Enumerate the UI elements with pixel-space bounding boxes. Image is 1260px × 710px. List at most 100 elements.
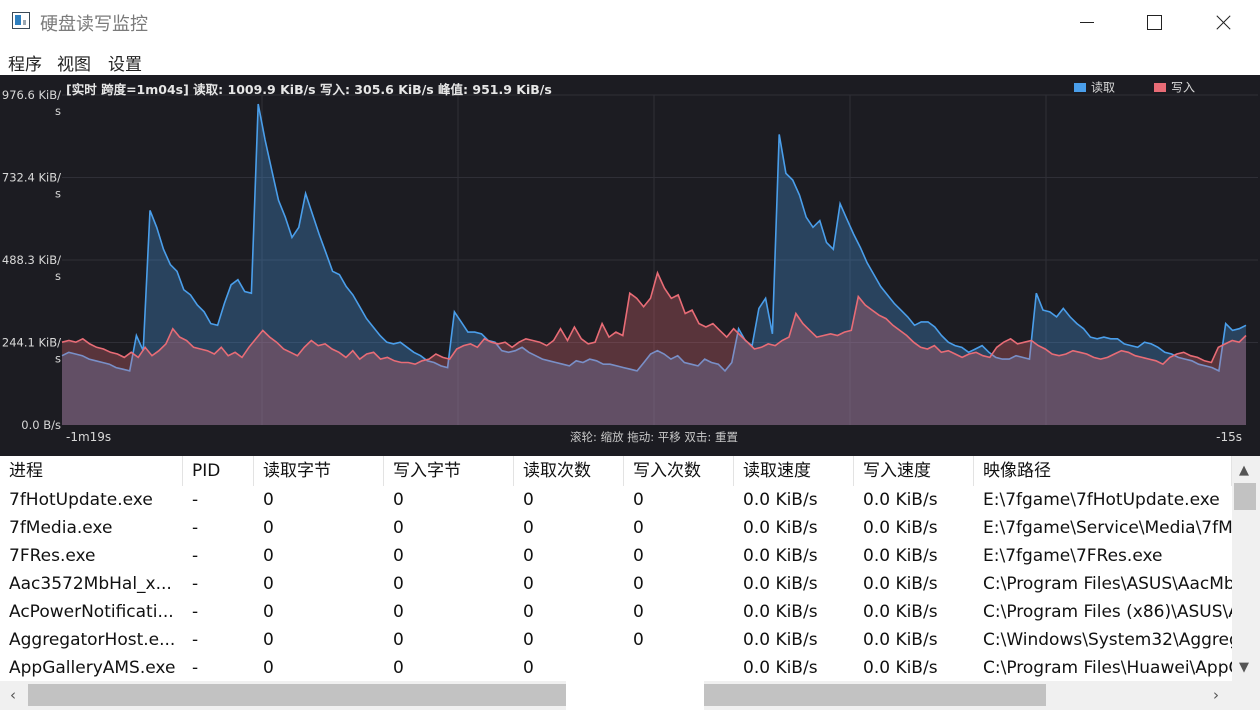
table-cell: 0 [393,546,404,566]
table-cell: E:\7fgame\7fHotUpdate.exe [983,490,1220,510]
table-row[interactable]: 7fHotUpdate.exe - 0 0 0 0 0.0 KiB/s 0.0 KiB/s E:… [0,486,1232,514]
vertical-scroll-thumb[interactable] [1234,483,1256,510]
table-cell: - [192,518,199,538]
table-cell: 0 [633,546,644,566]
table-cell: 0.0 KiB/s [743,546,818,566]
y-axis-labels: 976.6 KiB/s 732.4 KiB/s 488.3 KiB/s 244.1 K… [2,88,61,432]
table-row[interactable]: Aac3572MbHal_x... - 0 0 0 0 0.0 KiB/s 0.0 KiB/s… [0,570,1232,598]
table-cell: 0 [263,518,274,538]
table-cell: 0 [393,630,404,650]
chart-grid [62,94,1258,425]
maximize-button[interactable] [1122,0,1184,44]
read-series-line [61,103,1247,373]
table-row[interactable]: AggregatorHost.e... - 0 0 0 0 0.0 KiB/s 0.0 KiB… [0,626,1232,654]
menu-program[interactable]: 程序 [8,55,42,75]
table-cell: 0.0 KiB/s [863,546,938,566]
table-cell: - [192,630,199,650]
table-cell: 0 [633,574,644,594]
table-cell: AppGalleryAMS.exe [9,658,176,678]
table-cell: 0 [523,658,534,678]
horizontal-scroll-thumb[interactable] [28,684,566,706]
y-tick-label: 732.4 KiB/ [2,171,61,185]
table-cell: 0 [523,518,534,538]
write-series-line [61,270,1247,366]
x-axis-start-label: -1m19s [66,430,111,444]
table-cell: 0.0 KiB/s [743,490,818,510]
column-header[interactable]: 写入字节 [384,456,514,486]
table-cell: 0 [263,602,274,622]
table-cell: 0 [633,602,644,622]
column-header[interactable]: 进程 [0,456,183,486]
table-cell: 0 [263,630,274,650]
menu-view[interactable]: 视图 [57,55,91,75]
table-row[interactable]: AcPowerNotificati... - 0 0 0 0 0.0 KiB/s 0.0 Ki… [0,598,1232,626]
table-cell: 0 [393,574,404,594]
table-cell: - [192,658,199,678]
table-cell: 0.0 KiB/s [863,602,938,622]
minimize-button[interactable] [1056,0,1118,44]
column-header[interactable]: 读取字节 [254,456,384,486]
scroll-down-icon[interactable]: ▼ [1239,660,1249,675]
scroll-up-icon[interactable]: ▲ [1239,463,1249,478]
table-cell: 0 [633,518,644,538]
scroll-left-icon[interactable]: ‹ [10,686,16,704]
table-header: 进程 PID 读取字节 写入字节 读取次数 写入次数 读取速度 写入速度 映像路径 [0,456,1232,486]
column-header[interactable]: 映像路径 [974,456,1232,486]
table-cell: 0 [393,490,404,510]
column-header[interactable]: 读取次数 [514,456,624,486]
table-cell: C:\Program Files\ASUS\AacMbHal [983,574,1232,594]
column-header[interactable]: 写入速度 [854,456,974,486]
table-cell: 0 [393,602,404,622]
write-series-area [62,272,1246,425]
table-cell: 0 [523,630,534,650]
table-cell: - [192,602,199,622]
column-header[interactable]: 写入次数 [624,456,734,486]
table-cell: 0 [523,490,534,510]
table-cell: 0 [393,518,404,538]
y-tick-label-unit: s [55,269,61,283]
table-cell: 0 [633,630,644,650]
y-tick-label: 488.3 KiB/ [2,253,61,267]
table-cell: 0.0 KiB/s [743,602,818,622]
close-button[interactable] [1192,0,1254,44]
disk-monitor-icon [12,12,30,29]
table-cell: AcPowerNotificati... [9,602,174,622]
chart-areas [61,103,1247,425]
y-tick-label-unit: s [55,352,61,366]
chart-status-text: [实时 跨度=1m04s] 读取: 1009.9 KiB/s 写入: 305.6… [66,82,552,97]
render-gap [566,656,704,710]
io-chart-svg[interactable]: 976.6 KiB/s 732.4 KiB/s 488.3 KiB/s 244.1 K… [0,75,1260,456]
io-chart[interactable]: 976.6 KiB/s 732.4 KiB/s 488.3 KiB/s 244.1 K… [0,75,1260,456]
y-tick-label: 244.1 KiB/ [2,336,61,350]
menu-bar: 程序 视图 设置 [0,44,1260,75]
y-tick-label: 0.0 B/s [21,418,61,432]
table-cell: C:\Program Files (x86)\ASUS\AcPower [983,602,1232,622]
process-table[interactable]: 进程 PID 读取字节 写入字节 读取次数 写入次数 读取速度 写入速度 映像路径 7fHotU… [0,456,1232,681]
table-row[interactable]: 7FRes.exe - 0 0 0 0 0.0 KiB/s 0.0 KiB/s E:\7fgam… [0,542,1232,570]
table-cell: C:\Program Files\Huawei\AppGallery [983,658,1232,678]
table-cell: AggregatorHost.e... [9,630,176,650]
table-cell: C:\Windows\System32\AggregatorHost.exe [983,630,1232,650]
legend-read-swatch [1074,83,1086,92]
menu-settings[interactable]: 设置 [108,55,142,75]
table-cell: Aac3572MbHal_x... [9,574,172,594]
table-cell: 0 [263,546,274,566]
table-cell: 7fMedia.exe [9,518,113,538]
title-bar: 硬盘读写监控 [0,0,1260,44]
table-row[interactable]: AppGalleryAMS.exe - 0 0 0 0.0 KiB/s 0.0 KiB/s C… [0,654,1232,681]
table-cell: 0 [523,574,534,594]
column-header[interactable]: 读取速度 [734,456,854,486]
scroll-right-icon[interactable]: › [1213,686,1219,704]
scrollbar-corner [1232,681,1260,710]
table-cell: - [192,574,199,594]
table-cell: 0.0 KiB/s [743,658,818,678]
horizontal-scroll-thumb-segment[interactable] [704,684,1046,706]
table-row[interactable]: 7fMedia.exe - 0 0 0 0 0.0 KiB/s 0.0 KiB/s E:\7fg… [0,514,1232,542]
table-cell: 7fHotUpdate.exe [9,490,153,510]
table-cell: 0.0 KiB/s [743,518,818,538]
table-cell: E:\7fgame\Service\Media\7fMedia.exe [983,518,1232,538]
column-header[interactable]: PID [183,456,254,486]
legend-read-label: 读取 [1091,81,1115,95]
table-cell: 0.0 KiB/s [863,574,938,594]
read-series-area [62,104,1246,425]
